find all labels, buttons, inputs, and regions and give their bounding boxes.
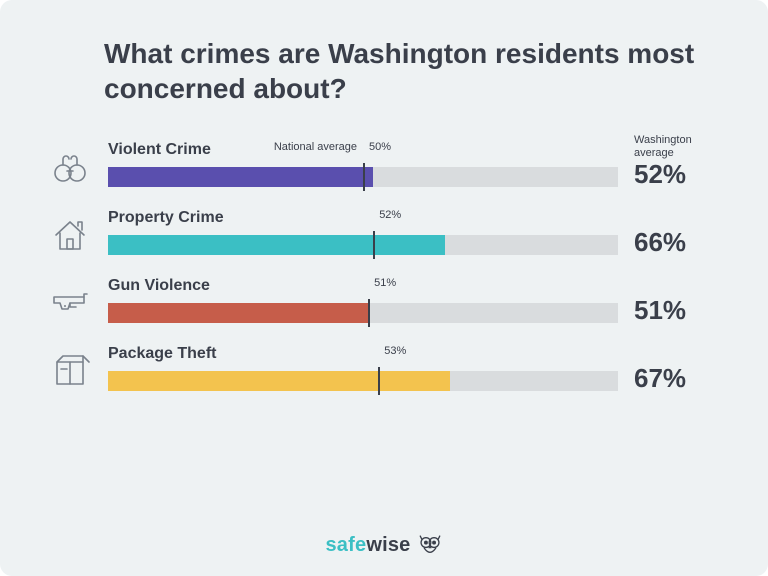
national-marker [363,163,365,191]
bar-fill [108,303,368,323]
bar-area: Package Theft 53% [108,345,618,391]
bar-header: Gun Violence 51% [108,277,618,297]
bar-header: Package Theft 53% [108,345,618,365]
box-icon [48,349,92,393]
gun-icon [48,281,92,325]
owl-icon [417,532,443,558]
bar-row: Package Theft 53% 67% [48,345,720,391]
value-column: 66% [634,229,720,255]
state-value: 52% [634,161,720,187]
item-label: Package Theft [108,345,216,363]
bar-row: Gun Violence 51% 51% [48,277,720,323]
national-average-value: 53% [378,345,406,357]
item-label: Gun Violence [108,277,210,295]
brand-part-b: wise [366,534,410,556]
value-column: 67% [634,365,720,391]
national-marker [378,367,380,395]
bar-area: Property Crime 52% [108,209,618,255]
value-column: Washingtonaverage52% [634,134,720,187]
bar-area: Violent Crime National average50% [108,141,618,187]
national-marker [368,299,370,327]
national-marker [373,231,375,259]
bar-track [108,167,618,187]
handcuffs-icon [48,145,92,189]
bar-fill [108,235,445,255]
national-average-label: National average [274,141,363,153]
brand-wordmark: safewise [325,534,410,557]
item-label: Violent Crime [108,141,211,159]
house-icon [48,213,92,257]
state-value: 51% [634,297,720,323]
state-value: 66% [634,229,720,255]
item-label: Property Crime [108,209,224,227]
national-average-value: 51% [368,277,396,289]
bar-track [108,235,618,255]
national-average-value: 52% [373,209,401,221]
national-average-value: 50% [363,141,391,153]
bar-row: Violent Crime National average50% Washingt… [48,134,720,187]
state-value: 67% [634,365,720,391]
bar-area: Gun Violence 51% [108,277,618,323]
bar-header: Violent Crime National average50% [108,141,618,161]
bar-rows: Violent Crime National average50% Washingt… [48,134,720,391]
bar-fill [108,167,373,187]
brand-part-a: safe [325,534,366,556]
bar-row: Property Crime 52% 66% [48,209,720,255]
bar-header: Property Crime 52% [108,209,618,229]
brand-footer: safewise [0,532,768,558]
value-header: Washingtonaverage [634,134,720,159]
value-column: 51% [634,297,720,323]
bar-track [108,371,618,391]
bar-track [108,303,618,323]
bar-fill [108,371,450,391]
infographic-card: What crimes are Washington residents mos… [0,0,768,576]
page-title: What crimes are Washington residents mos… [48,36,720,106]
